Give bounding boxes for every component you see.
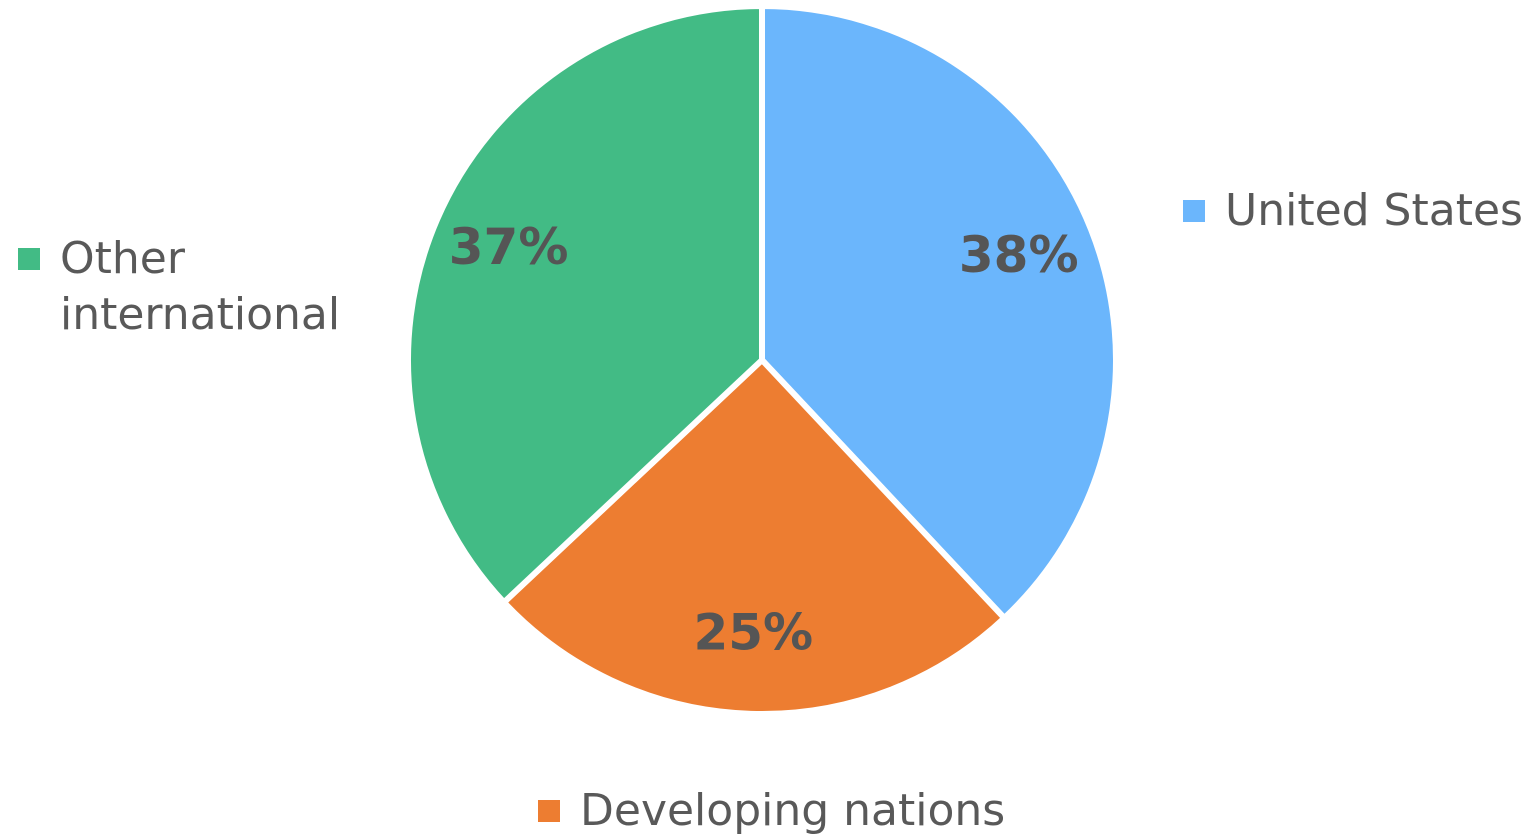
pie-slice — [500, 357, 1008, 717]
legend-swatch — [18, 248, 40, 270]
legend-label: United States — [1225, 185, 1523, 236]
pie-slice — [759, 3, 1119, 622]
value-label: 25% — [693, 603, 813, 661]
legend-item: Other international — [18, 231, 348, 343]
legend-swatch — [538, 800, 560, 822]
legend-label: Other international — [60, 233, 341, 340]
legend-label: Developing nations — [580, 785, 1006, 836]
value-label: 37% — [449, 218, 569, 276]
value-label: 38% — [959, 226, 1079, 284]
legend-item: Developing nations — [538, 783, 1138, 839]
legend-swatch — [1183, 200, 1205, 222]
pie-slice — [405, 3, 765, 606]
legend-item: United States — [1183, 183, 1537, 239]
